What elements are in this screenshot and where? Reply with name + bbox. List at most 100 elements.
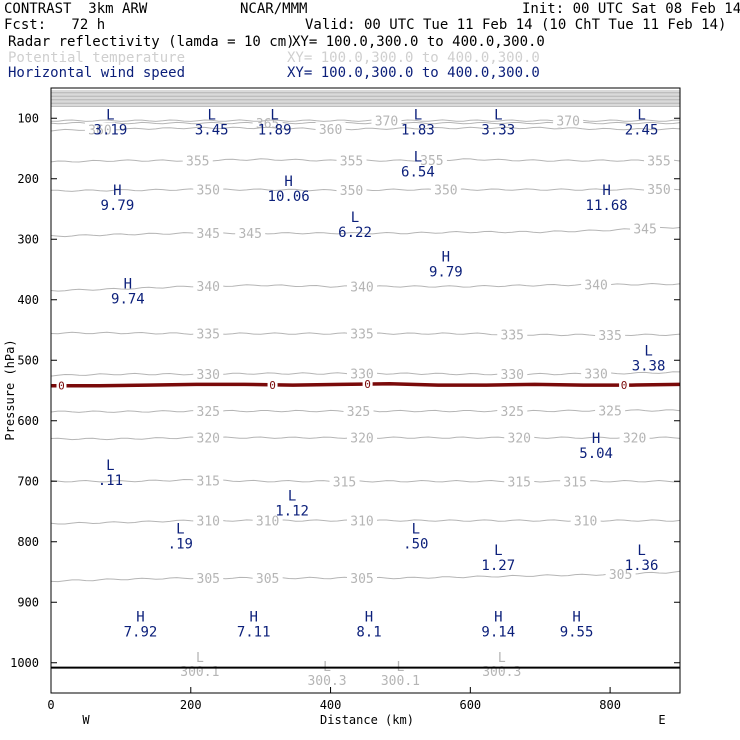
y-tick-label: 200 [17, 172, 39, 186]
theta-contour-label: 335 [501, 328, 524, 343]
wind-high-symbol: H [136, 609, 144, 625]
theta-label-bg [595, 403, 626, 418]
theta-label-bg [497, 327, 528, 342]
theta-contour-label: 330 [501, 368, 524, 383]
x-tick-label: 400 [320, 698, 342, 712]
theta-label-bg [553, 113, 584, 128]
theta-contour-label: 315 [508, 475, 531, 490]
reflectivity-contour-label: 0 [58, 380, 65, 393]
theta-extremum-value: 300.3 [307, 674, 346, 689]
wind-high-symbol: H [249, 609, 257, 625]
theta-label-bg [595, 327, 626, 342]
theta-contour-label: 355 [186, 154, 209, 169]
theta-contour-label: 325 [347, 405, 370, 420]
wind-high-symbol: H [284, 174, 292, 190]
wind-low-symbol: L [288, 488, 296, 504]
wind-low-symbol: L [494, 107, 502, 123]
theta-contour-label: 355 [340, 155, 363, 170]
theta-label-bg [619, 430, 650, 445]
theta-label-bg [347, 279, 378, 294]
reflectivity-label-bg [362, 378, 373, 391]
reflectivity-label-bg [56, 379, 67, 392]
reflectivity-label-bg [619, 379, 630, 392]
theta-contour-label: 305 [350, 572, 373, 587]
wind-extremum-value: 1.12 [275, 503, 309, 519]
theta-label-bg [336, 153, 367, 168]
theta-contour-label: 315 [563, 475, 586, 490]
x-tick-label: 200 [180, 698, 202, 712]
wind-high-symbol: H [572, 609, 580, 625]
wind-high-symbol: H [442, 249, 450, 265]
theta-label-bg [252, 571, 283, 586]
theta-label-bg [193, 279, 224, 294]
wind-extremum-value: .19 [168, 537, 193, 553]
theta-contour-label: 330 [197, 368, 220, 383]
theta-contour-label: 360 [88, 124, 111, 139]
theta-contour-label: 335 [350, 328, 373, 343]
theta-contour-label: 310 [256, 515, 279, 530]
theta-contour-label: 325 [197, 405, 220, 420]
field-name-wind: Horizontal wind speed [8, 65, 186, 81]
wind-extremum-value: 8.1 [356, 624, 381, 640]
theta-contour-label: 350 [197, 184, 220, 199]
theta-label-bg [504, 430, 535, 445]
theta-contours: 3653653703703603603553553553553503503503… [50, 90, 681, 587]
field-xy-wind: XY= 100.0,300.0 to 400.0,300.0 [287, 65, 540, 81]
theta-contour-label: 345 [633, 223, 656, 238]
theta-contour-label: 340 [197, 280, 220, 295]
theta-label-bg [430, 182, 461, 197]
wind-low-symbol: L [494, 543, 502, 559]
theta-label-bg [193, 430, 224, 445]
wind-extremum-value: 6.54 [401, 165, 435, 181]
theta-contour-label: 325 [501, 405, 524, 420]
theta-label-bg [193, 367, 224, 382]
theta-contour-label: 305 [256, 572, 279, 587]
theta-contour-label: 315 [333, 475, 356, 490]
wind-low-symbol: L [637, 107, 645, 123]
theta-low-symbol: L [498, 651, 506, 666]
theta-label-bg [336, 183, 367, 198]
theta-contour-label: 315 [197, 474, 220, 489]
wind-extremum-value: 1.83 [401, 122, 435, 138]
y-tick-label: 600 [17, 414, 39, 428]
x-tick-label: 0 [47, 698, 54, 712]
wind-low-symbol: L [351, 210, 359, 226]
wind-low-symbol: L [176, 522, 184, 538]
theta-contour-label: 360 [319, 123, 342, 138]
theta-contour-label: 340 [350, 280, 373, 295]
wind-extremum-value: 9.55 [560, 624, 594, 640]
wind-extremum-value: 5.04 [579, 446, 613, 462]
wind-high-symbol: H [494, 609, 502, 625]
theta-label-bg [581, 277, 612, 292]
reflectivity-contour-label: 0 [621, 379, 628, 392]
theta-contour-label: 320 [350, 432, 373, 447]
theta-label-bg [315, 122, 346, 137]
theta-contour-label: 350 [340, 184, 363, 199]
wind-extremum-value: 3.45 [195, 122, 229, 138]
wind-extremum-value: 3.19 [94, 122, 128, 138]
theta-label-bg [193, 404, 224, 419]
forecast-hour: Fcst: 72 h [4, 17, 106, 33]
wind-extremum-value: 3.33 [481, 122, 515, 138]
wind-extremum-value: .11 [98, 473, 123, 489]
y-tick-label: 900 [17, 595, 39, 609]
field-xy-reflectivity: XY= 100.0,300.0 to 400.0,300.0 [292, 34, 545, 50]
theta-label-bg [605, 567, 636, 582]
theta-contour-label: 305 [197, 572, 220, 587]
wind-low-symbol: L [270, 107, 278, 123]
wind-extremum-value: 2.45 [625, 122, 659, 138]
wind-low-symbol: L [208, 107, 216, 123]
east-label: E [658, 713, 665, 727]
wind-low-symbol: L [644, 343, 652, 359]
y-tick-label: 500 [17, 353, 39, 367]
wind-extremum-value: 1.36 [625, 558, 659, 574]
wind-extremum-value: 9.79 [101, 198, 135, 214]
theta-label-bg [343, 404, 374, 419]
y-tick-label: 800 [17, 535, 39, 549]
theta-contour-label: 350 [647, 183, 670, 198]
model-title: CONTRAST 3km ARW [4, 1, 148, 17]
theta-contour-label: 335 [197, 328, 220, 343]
field-name-reflectivity: Radar reflectivity (lamda = 10 cm) [8, 34, 295, 50]
theta-contour [50, 126, 681, 132]
